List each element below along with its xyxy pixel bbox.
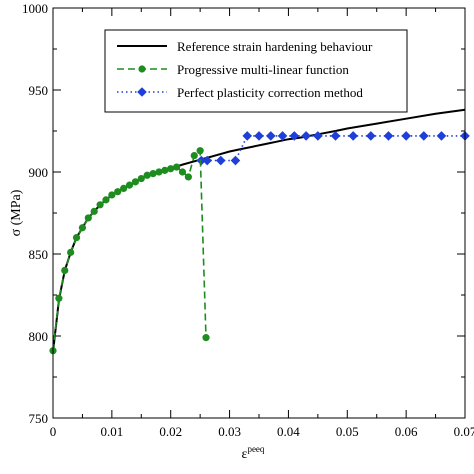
data-point-circle: [149, 170, 157, 178]
data-point-diamond: [419, 131, 429, 141]
data-point-diamond: [330, 131, 341, 141]
series-line-0: [52, 108, 466, 353]
data-point-diamond: [202, 155, 213, 166]
y-tick-label: 900: [29, 165, 49, 180]
data-point-diamond: [313, 131, 323, 141]
data-point-diamond: [366, 131, 376, 141]
data-point-circle: [108, 191, 116, 199]
data-point-circle: [125, 181, 134, 189]
legend-label-0: Reference strain hardening behaviour: [177, 39, 373, 54]
data-point-diamond: [230, 155, 241, 166]
data-point-circle: [155, 168, 163, 176]
data-point-circle: [84, 214, 92, 222]
x-tick-label: 0.01: [100, 424, 123, 439]
data-point-circle: [202, 334, 210, 342]
plot-series: [49, 108, 470, 355]
data-point-circle: [90, 207, 98, 215]
data-point-diamond: [348, 131, 358, 141]
data-point-circle: [137, 174, 145, 183]
data-point-circle: [131, 178, 139, 186]
data-point-circle: [173, 163, 181, 171]
data-point-diamond: [383, 131, 394, 141]
data-point-circle: [184, 173, 192, 181]
y-tick-label: 800: [29, 329, 49, 344]
data-point-circle: [102, 196, 110, 204]
data-point-circle: [161, 166, 169, 174]
data-point-diamond: [265, 131, 276, 141]
data-point-circle: [78, 224, 87, 232]
axes: 0 0.01 0.02 0.03 0.04 0.05 0.06 0.07 750 800 850 90…: [22, 1, 474, 439]
x-tick-label: 0.07: [454, 424, 474, 439]
y-tick-label: 1000: [22, 1, 48, 16]
legend-box: [104, 29, 408, 113]
tick-marks: [52, 7, 466, 419]
y-tick-label: 750: [29, 411, 49, 426]
data-point-circle: [67, 248, 75, 256]
x-axis-label: εpeeq: [242, 444, 265, 462]
y-tick-label: 950: [29, 83, 49, 98]
x-tick-label: 0.06: [395, 424, 418, 439]
data-point-circle: [120, 184, 128, 192]
data-point-circle: [196, 147, 204, 155]
x-axis-label-superscript: peeq: [247, 444, 264, 454]
data-point-diamond: [301, 131, 311, 141]
legend-marker-circle: [138, 65, 146, 73]
x-tick-label: 0.03: [218, 424, 241, 439]
x-tick-label: 0.04: [277, 424, 300, 439]
data-point-circle: [143, 171, 151, 179]
data-point-diamond: [196, 155, 207, 166]
data-point-diamond: [436, 131, 447, 141]
x-tick-label: 0.05: [336, 424, 359, 439]
data-point-diamond: [289, 131, 300, 141]
data-point-circle: [96, 201, 104, 209]
x-tick-label: 0: [50, 424, 57, 439]
plot-frame: [52, 7, 466, 419]
data-point-diamond: [215, 155, 226, 166]
data-point-diamond: [401, 131, 411, 141]
data-point-circle: [72, 234, 81, 242]
legend-label-1: Progressive multi-linear function: [177, 62, 349, 77]
data-point-circle: [61, 266, 69, 274]
y-tick-label: 850: [29, 247, 49, 262]
data-point-diamond: [254, 131, 264, 141]
data-point-circle: [190, 152, 198, 160]
data-point-circle: [178, 168, 187, 176]
data-point-circle: [114, 188, 122, 196]
x-axis-label-base: ε: [242, 447, 248, 462]
data-point-diamond: [242, 131, 253, 141]
legend-marker-diamond: [137, 87, 147, 97]
data-point-diamond: [277, 131, 288, 141]
data-point-circle: [167, 165, 175, 173]
y-axis-label: σ (MPa): [9, 189, 24, 236]
legend: Reference strain hardening behaviour Prog…: [104, 29, 408, 113]
series-line-1: [52, 149, 207, 351]
data-point-circle: [55, 294, 63, 302]
legend-label-2: Perfect plasticity correction method: [177, 85, 363, 100]
x-tick-label: 0.02: [159, 424, 182, 439]
